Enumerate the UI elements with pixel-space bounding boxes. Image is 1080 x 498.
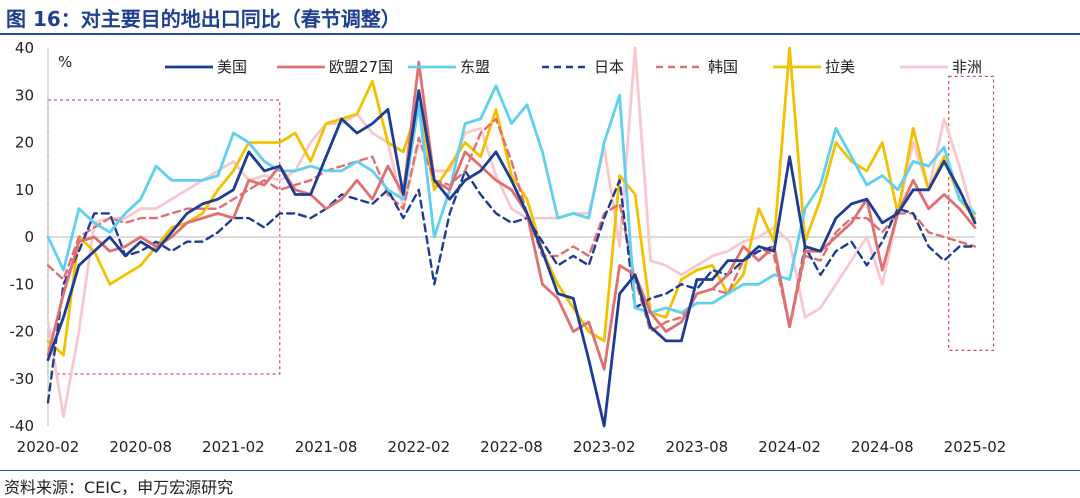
x-tick-label: 2025-02: [944, 438, 1007, 456]
legend-label-7: 非洲: [952, 58, 982, 76]
chart-svg: -40 -30 -20 -10 0 10 20 30 40% 2020-02 2020-08 2021…: [10, 39, 1007, 456]
y-tick-label: 10: [15, 181, 34, 199]
highlight-boxes: [47, 75, 995, 375]
x-tick-label: 2023-02: [573, 438, 636, 456]
series-line-5: [46, 117, 977, 333]
x-tick-label: 2024-02: [758, 438, 821, 456]
y-unit-label: %: [58, 53, 72, 71]
series-lines: [46, 46, 977, 428]
x-tick-label: 2022-08: [480, 438, 543, 456]
x-tick-label: 2023-08: [666, 438, 729, 456]
y-tick-label: -40: [10, 417, 35, 435]
legend-label-2: 欧盟27国: [329, 58, 393, 76]
x-tick-label: 2021-08: [295, 438, 358, 456]
legend-label-4: 日本: [594, 58, 624, 76]
source-note: 资料来源：CEIC，申万宏源研究: [4, 478, 234, 497]
axes: -40 -30 -20 -10 0 10 20 30 40% 2020-02 2020-08 2021…: [10, 39, 1007, 456]
source-rule: [0, 470, 1080, 471]
series-line-3: [46, 84, 977, 315]
y-tick-label: 20: [15, 134, 34, 152]
series-line-2: [46, 60, 977, 371]
x-tick-label: 2020-08: [109, 438, 172, 456]
legend: 美国 欧盟27国 东盟 日本 韩国 拉美 非洲: [165, 58, 982, 76]
x-tick-label: 2021-02: [202, 438, 265, 456]
y-tick-label: 0: [24, 228, 34, 246]
x-tick-label: 2020-02: [17, 438, 80, 456]
series-line-6: [46, 46, 977, 357]
legend-label-1: 美国: [217, 58, 247, 76]
legend-label-5: 韩国: [708, 58, 738, 76]
title-bar: 图 16：对主要目的地出口同比（春节调整）: [0, 0, 1080, 33]
y-tick-label: -30: [10, 370, 35, 388]
series-line-1: [46, 89, 977, 428]
x-tick-label: 2024-08: [851, 438, 914, 456]
highlight-box: [948, 75, 995, 351]
title-rule: [0, 33, 1080, 35]
legend-label-3: 东盟: [460, 58, 490, 76]
y-tick-label: 30: [15, 86, 34, 104]
series-line-4: [46, 169, 977, 404]
y-tick-label: 40: [15, 39, 34, 57]
y-tick-label: -10: [10, 275, 35, 293]
y-tick-label: -20: [10, 323, 35, 341]
chart-title: 图 16：对主要目的地出口同比（春节调整）: [6, 7, 401, 31]
x-tick-label: 2022-02: [387, 438, 450, 456]
legend-label-6: 拉美: [825, 58, 855, 76]
